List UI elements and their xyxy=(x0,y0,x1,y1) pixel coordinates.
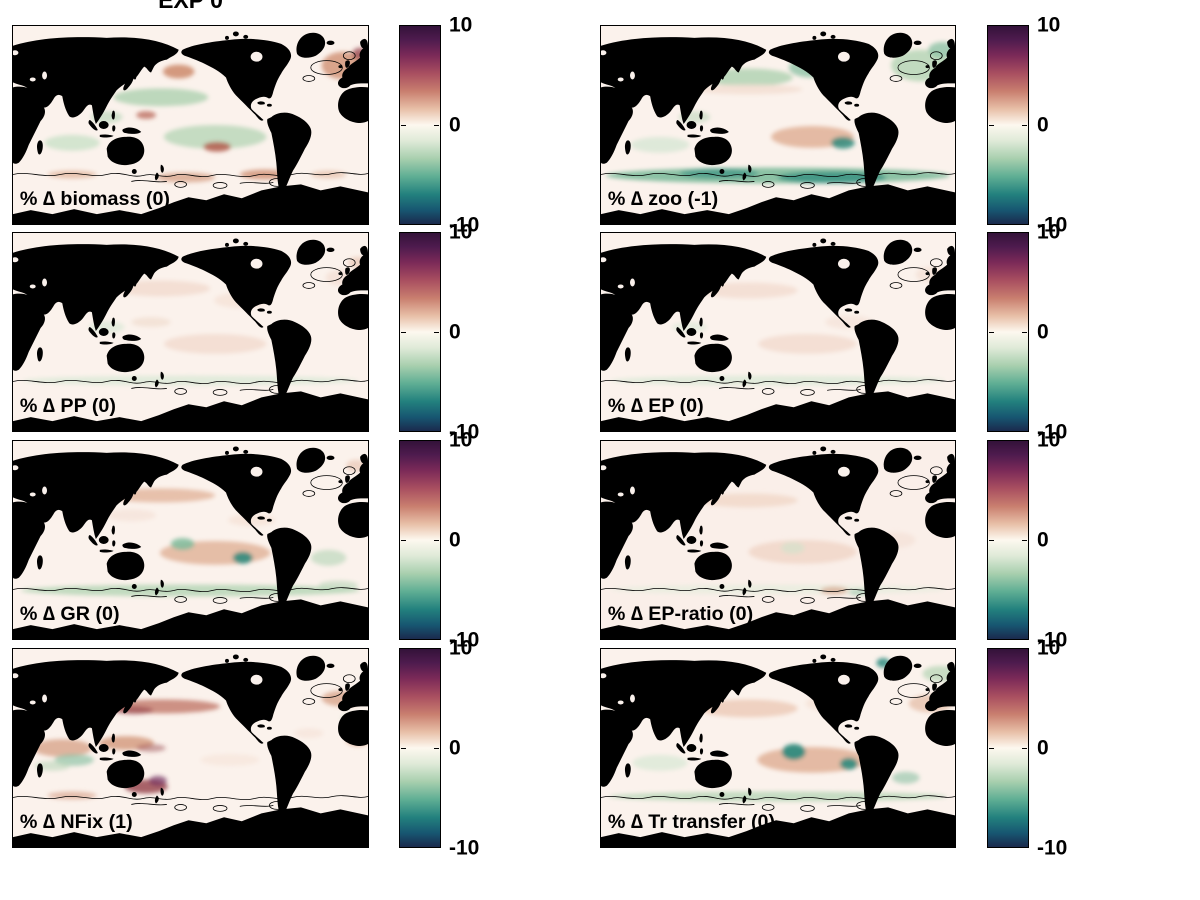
colorbar-zero-tickmark xyxy=(434,125,439,126)
panel-label-zoo: % ∆ zoo (-1) xyxy=(608,188,718,210)
world-map-nfix: % ∆ NFix (1) xyxy=(13,649,368,847)
colorbar-zero-tickmark xyxy=(989,748,994,749)
colorbar-gradient xyxy=(987,25,1029,225)
colorbar-tick-max: 10 xyxy=(449,220,473,244)
colorbar-tick-zero: 0 xyxy=(449,113,461,137)
anomaly-field xyxy=(608,657,955,802)
colorbar-zero-tickmark xyxy=(434,540,439,541)
colorbar-tick-min: -10 xyxy=(449,628,480,652)
colorbar-gradient xyxy=(399,25,441,225)
map-panel-zoo: % ∆ zoo (-1) xyxy=(600,25,956,225)
colorbar-nfix: 10 0 -10 xyxy=(399,638,509,859)
colorbar-tick-max: 10 xyxy=(449,636,473,660)
colorbar-tick-max: 10 xyxy=(1037,220,1061,244)
colorbar-tick-max: 10 xyxy=(449,13,473,37)
colorbar-tick-min: -10 xyxy=(449,213,480,237)
colorbar-zero-tickmark xyxy=(989,540,994,541)
colorbar-tick-min: -10 xyxy=(1037,628,1068,652)
colorbar-zero-tickmark xyxy=(401,748,406,749)
panel-label-pp: % ∆ PP (0) xyxy=(20,395,116,417)
colorbar-zero-tickmark xyxy=(1022,540,1027,541)
colorbar-zero-tickmark xyxy=(1022,332,1027,333)
map-panel-gr: % ∆ GR (0) xyxy=(12,440,369,640)
colorbar-gr: 10 0 -10 xyxy=(399,430,509,651)
world-map-ep: % ∆ EP (0) xyxy=(601,233,955,431)
colorbar-biomass: 10 0 -10 xyxy=(399,15,509,236)
colorbar-gradient xyxy=(399,232,441,432)
colorbar-tick-zero: 0 xyxy=(1037,113,1049,137)
colorbar-zero-tickmark xyxy=(1022,748,1027,749)
colorbar-zero-tickmark xyxy=(989,332,994,333)
map-panel-ep-ratio: % ∆ EP-ratio (0) xyxy=(600,440,956,640)
panel-label-gr: % ∆ GR (0) xyxy=(20,603,120,625)
colorbar-tick-zero: 0 xyxy=(449,736,461,760)
colorbar-zero-tickmark xyxy=(989,125,994,126)
colorbar-gradient xyxy=(987,232,1029,432)
world-map-gr: % ∆ GR (0) xyxy=(13,441,368,639)
map-panel-nfix: % ∆ NFix (1) xyxy=(12,648,369,848)
colorbar-tick-zero: 0 xyxy=(449,320,461,344)
colorbar-tr-transfer: 10 0 -10 xyxy=(987,638,1097,859)
colorbar-zero-tickmark xyxy=(434,748,439,749)
map-panel-ep: % ∆ EP (0) xyxy=(600,232,956,432)
colorbar-zero-tickmark xyxy=(401,332,406,333)
colorbar-tick-zero: 0 xyxy=(1037,528,1049,552)
map-panel-biomass: % ∆ biomass (0) xyxy=(12,25,369,225)
colorbar-ep: 10 0 -10 xyxy=(987,222,1097,443)
map-panel-pp: % ∆ PP (0) xyxy=(12,232,369,432)
colorbar-zero-tickmark xyxy=(401,540,406,541)
colorbar-zoo: 10 0 -10 xyxy=(987,15,1097,236)
colorbar-ep-ratio: 10 0 -10 xyxy=(987,430,1097,651)
colorbar-tick-min: -10 xyxy=(1037,213,1068,237)
figure-title: EXP 0 xyxy=(158,0,223,13)
colorbar-gradient xyxy=(399,648,441,848)
panel-label-ep-ratio: % ∆ EP-ratio (0) xyxy=(608,603,753,625)
colorbar-gradient xyxy=(987,440,1029,640)
colorbar-gradient xyxy=(987,648,1029,848)
colorbar-gradient xyxy=(399,440,441,640)
world-map-biomass: % ∆ biomass (0) xyxy=(13,26,368,224)
world-map-pp: % ∆ PP (0) xyxy=(13,233,368,431)
world-map-ep-ratio: % ∆ EP-ratio (0) xyxy=(601,441,955,639)
colorbar-pp: 10 0 -10 xyxy=(399,222,509,443)
colorbar-tick-min: -10 xyxy=(449,420,480,444)
world-map-tr-transfer: % ∆ Tr transfer (0) xyxy=(601,649,955,847)
panel-label-tr-transfer: % ∆ Tr transfer (0) xyxy=(608,811,775,833)
colorbar-zero-tickmark xyxy=(434,332,439,333)
map-panel-tr-transfer: % ∆ Tr transfer (0) xyxy=(600,648,956,848)
panel-label-ep: % ∆ EP (0) xyxy=(608,395,704,417)
colorbar-tick-min: -10 xyxy=(449,836,480,860)
colorbar-tick-min: -10 xyxy=(1037,836,1068,860)
colorbar-tick-max: 10 xyxy=(449,428,473,452)
world-map-zoo: % ∆ zoo (-1) xyxy=(601,26,955,224)
colorbar-tick-min: -10 xyxy=(1037,420,1068,444)
panel-label-biomass: % ∆ biomass (0) xyxy=(20,188,170,210)
colorbar-tick-max: 10 xyxy=(1037,636,1061,660)
anomaly-field xyxy=(44,42,368,183)
anomaly-field xyxy=(610,493,946,596)
colorbar-tick-zero: 0 xyxy=(1037,736,1049,760)
colorbar-tick-zero: 0 xyxy=(1037,320,1049,344)
colorbar-zero-tickmark xyxy=(1022,125,1027,126)
colorbar-tick-max: 10 xyxy=(1037,428,1061,452)
panel-label-nfix: % ∆ NFix (1) xyxy=(20,811,133,833)
anomaly-field xyxy=(610,266,946,386)
colorbar-tick-zero: 0 xyxy=(449,528,461,552)
colorbar-tick-max: 10 xyxy=(1037,13,1061,37)
colorbar-zero-tickmark xyxy=(401,125,406,126)
